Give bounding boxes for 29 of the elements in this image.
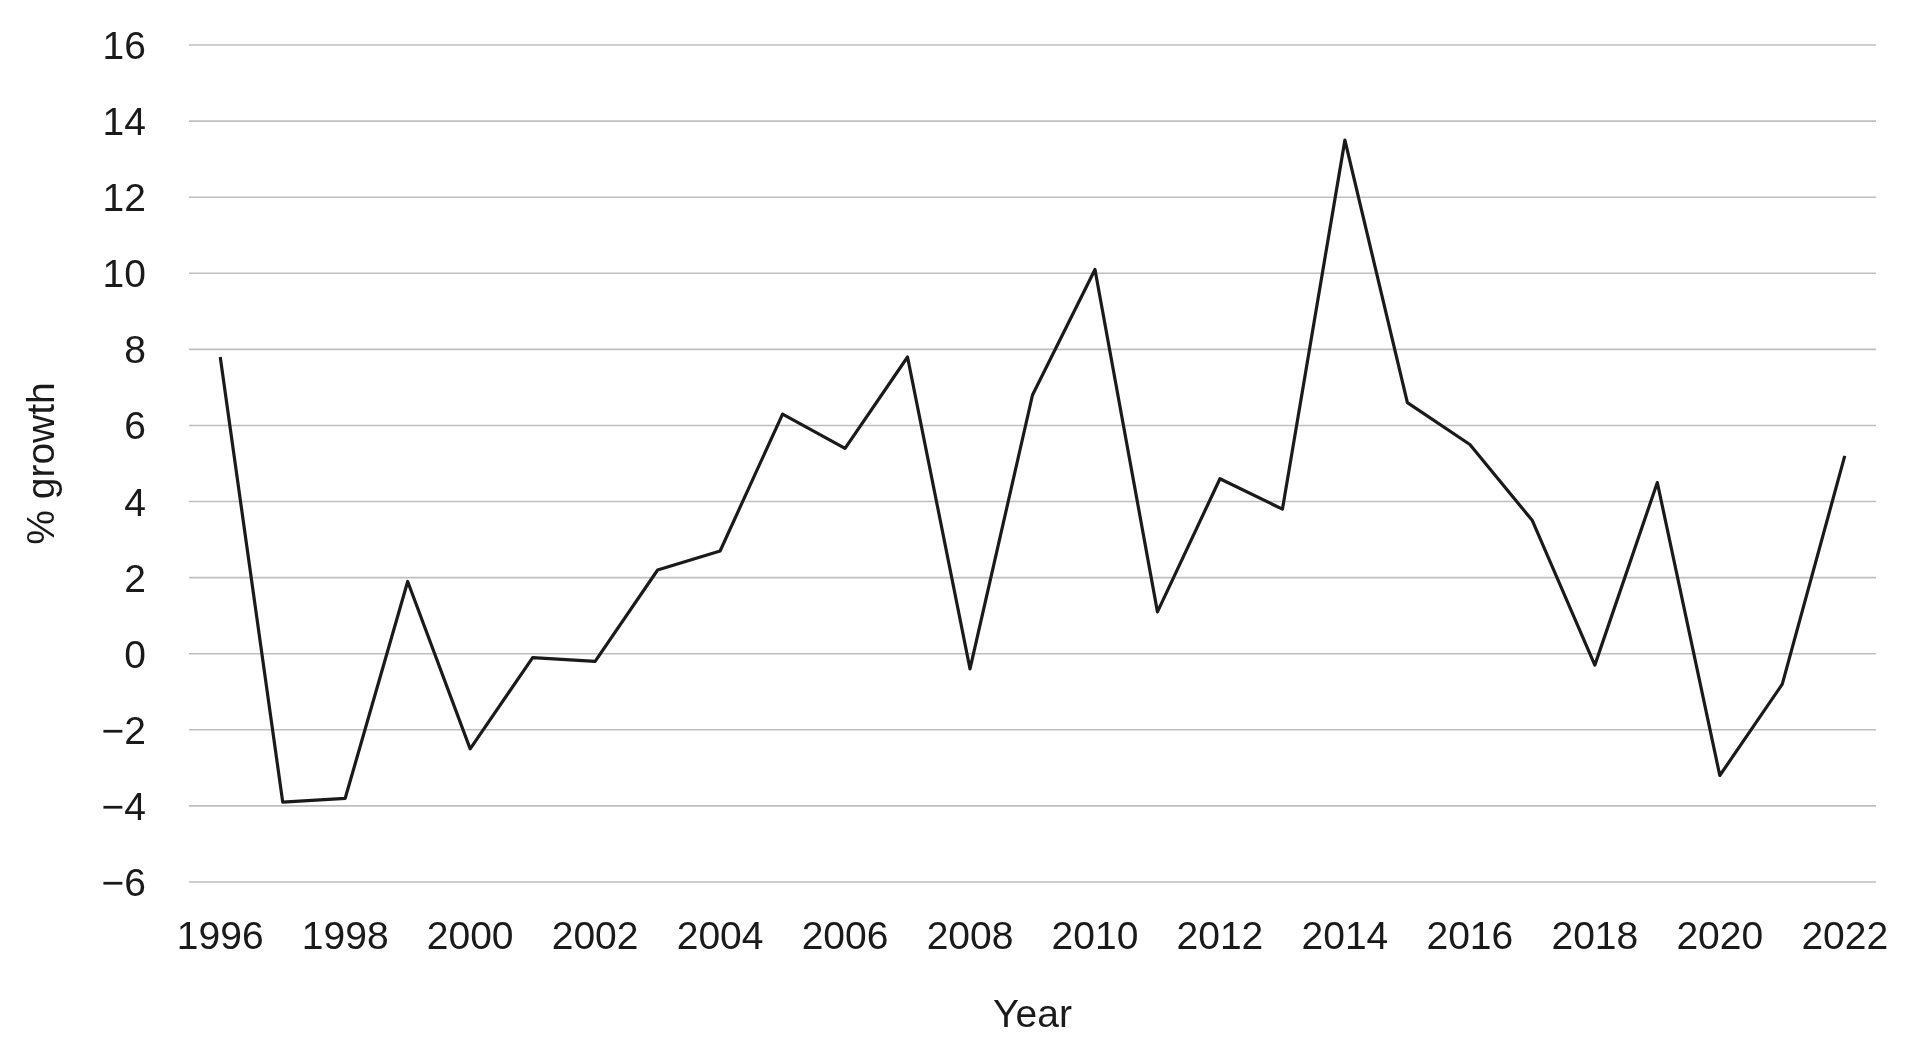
- y-tick-label: 0: [124, 632, 146, 676]
- y-axis-title: % growth: [19, 382, 63, 545]
- y-tick-label: 12: [102, 176, 146, 220]
- x-tick-label: 2014: [1301, 914, 1389, 958]
- y-tick-label: 2: [124, 556, 146, 600]
- y-tick-label: −2: [101, 708, 146, 752]
- x-tick-label: 2004: [676, 914, 764, 958]
- x-tick-label: 2000: [426, 914, 514, 958]
- y-tick-label: 14: [102, 100, 146, 144]
- x-tick-label: 2016: [1426, 914, 1514, 958]
- y-tick-label: 6: [124, 404, 146, 448]
- line-series: [218, 138, 1847, 804]
- y-tick-label: −4: [101, 784, 146, 828]
- x-tick-label: 2006: [801, 914, 889, 958]
- x-tick-label: 2012: [1176, 914, 1264, 958]
- x-tick-label: 2010: [1051, 914, 1139, 958]
- x-tick-label: 2002: [551, 914, 639, 958]
- x-tick-label: 1996: [176, 914, 264, 958]
- x-tick-label: 2022: [1801, 914, 1889, 958]
- y-tick-label: 10: [102, 252, 146, 296]
- x-tick-label: 2008: [926, 914, 1014, 958]
- x-tick-label: 2020: [1676, 914, 1764, 958]
- x-axis-title: Year: [993, 992, 1072, 1036]
- y-tick-label: −6: [101, 861, 146, 905]
- y-tick-label: 16: [102, 24, 146, 68]
- x-tick-label: 1998: [301, 914, 389, 958]
- y-tick-label: 4: [124, 480, 146, 524]
- x-tick-label: 2018: [1551, 914, 1639, 958]
- y-tick-label: 8: [124, 328, 146, 372]
